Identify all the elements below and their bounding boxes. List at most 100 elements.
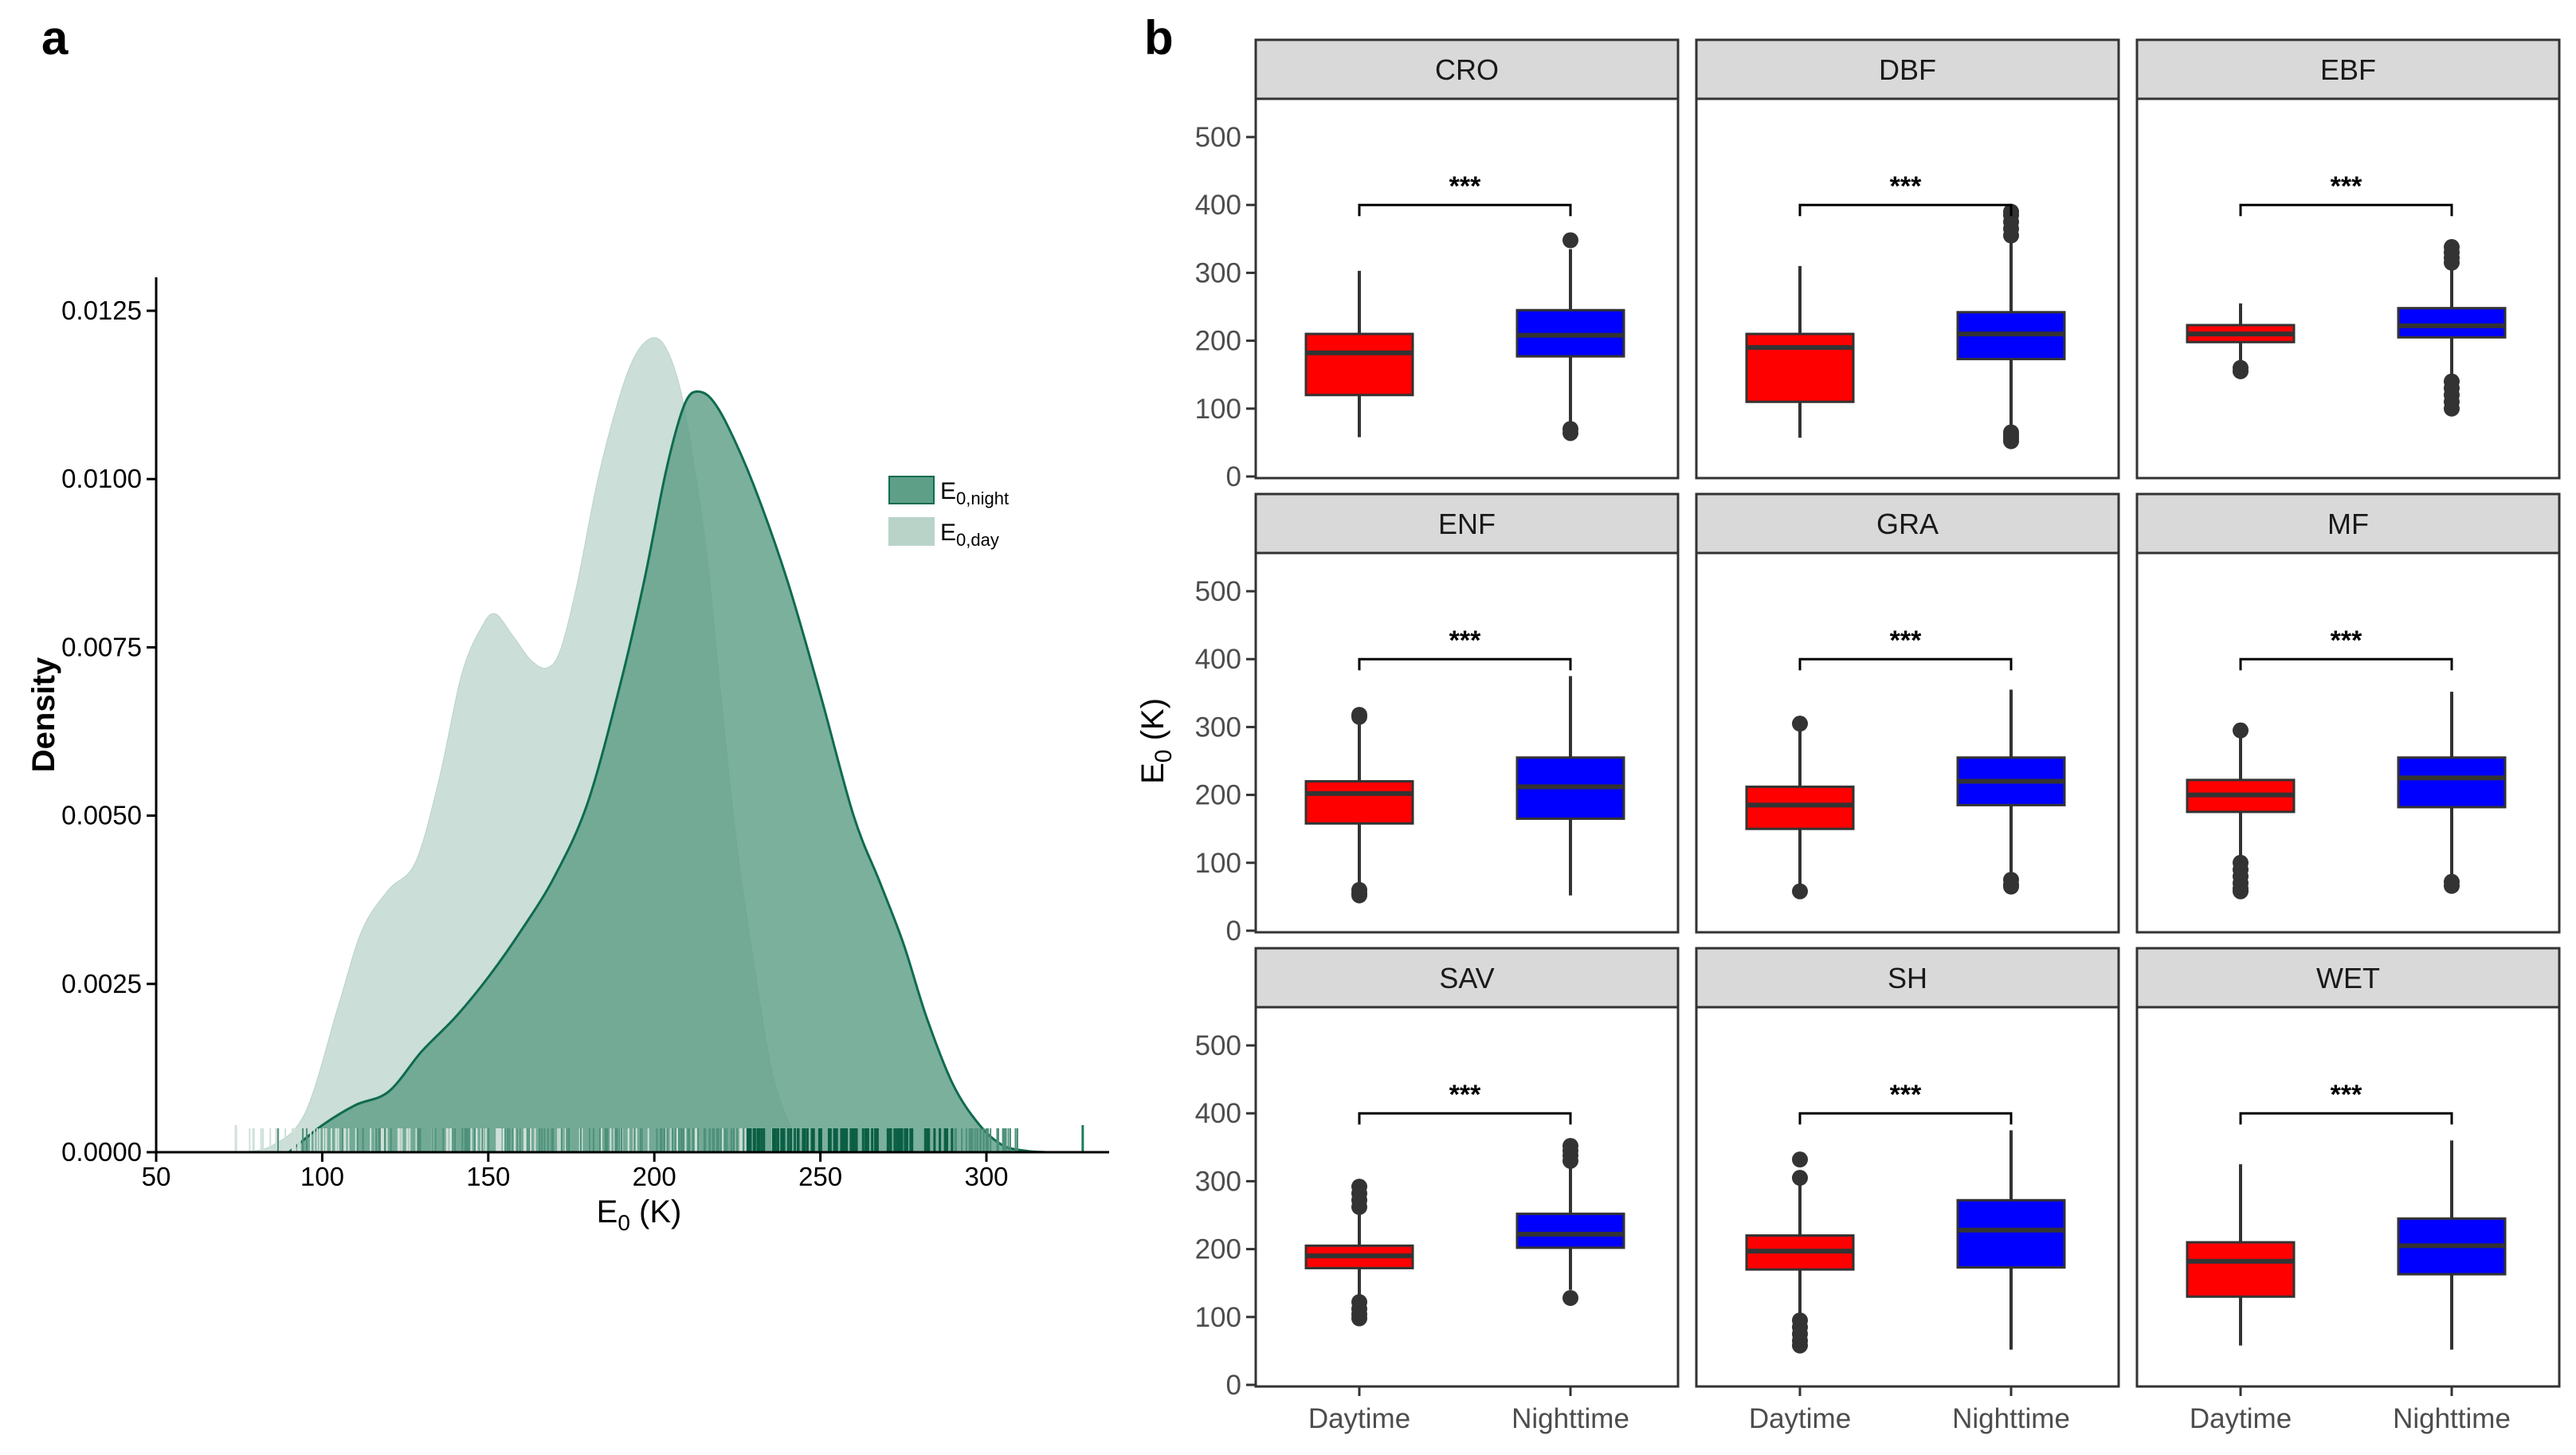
y-axis-title: Density: [26, 657, 61, 772]
significance-label: ***: [1449, 171, 1481, 202]
legend: E0,night E0,day: [888, 476, 1009, 550]
significance-bracket: [1358, 1112, 1572, 1125]
facet-panel: [1254, 551, 1680, 934]
y-tick-label: 0: [1226, 1370, 1241, 1401]
x-tick-label: 300: [964, 1162, 1008, 1191]
x-tick-label: 100: [300, 1162, 344, 1191]
outlier-point: [1792, 883, 1808, 900]
facet-strip: [1695, 947, 2120, 1009]
y-tick-label: 300: [1195, 257, 1241, 288]
significance-label: ***: [1890, 171, 1922, 202]
y-tick-label: 200: [1195, 780, 1241, 811]
significance-bracket: [1358, 657, 1572, 671]
significance-bracket: [2239, 657, 2453, 671]
legend-swatch: [888, 476, 935, 504]
facet-title: DBF: [1879, 53, 1936, 86]
box-daytime: [1745, 332, 1855, 403]
density-area-night: [285, 390, 1047, 1154]
facet-title: CRO: [1435, 53, 1499, 86]
box-daytime: [2186, 1241, 2296, 1298]
x-tick-label: Daytime: [1308, 1403, 1410, 1434]
y-tick-label: 100: [1195, 848, 1241, 879]
outlier-point: [1562, 1289, 1578, 1306]
y-tick-label: 0.0000: [61, 1137, 142, 1167]
facet-title: SAV: [1439, 962, 1494, 994]
outlier-point: [1351, 1310, 1367, 1327]
facet-strip: [1254, 38, 1680, 100]
facet-panel: [1695, 551, 2120, 934]
facet-title: EBF: [2320, 53, 2376, 86]
box-nighttime: [1515, 1212, 1625, 1249]
y-tick-label: 200: [1195, 326, 1241, 357]
significance-bracket: [1358, 203, 1572, 217]
x-tick-label: Nighttime: [2393, 1403, 2511, 1434]
x-tick-label: 200: [633, 1162, 676, 1191]
significance-label: ***: [1449, 1080, 1481, 1110]
box-daytime: [1304, 332, 1414, 397]
x-tick-label: 150: [466, 1162, 510, 1191]
y-axis-title-b: E0 (K): [1135, 698, 1177, 784]
outlier-point: [1351, 1179, 1367, 1195]
y-tick-label: 0.0075: [61, 632, 142, 661]
density-areas: [239, 337, 1047, 1154]
y-tick-label: 200: [1195, 1234, 1241, 1265]
facet-panel: [1254, 97, 1680, 480]
outlier-point: [1351, 887, 1367, 904]
y-tick-label: 0.0050: [61, 801, 142, 830]
outlier-point: [1351, 708, 1367, 725]
significance-bracket: [1798, 1112, 2013, 1125]
facet-gra: GRA ***: [1695, 492, 2120, 934]
y-tick-label: 0: [1226, 916, 1241, 947]
facet-strip: [2135, 38, 2561, 100]
outlier-point: [1562, 425, 1578, 441]
facet-wet: WET Daytime Nighttime ***: [2135, 947, 2561, 1434]
legend-label: E0,night: [940, 478, 1009, 508]
facet-panel: [1254, 1006, 1680, 1388]
x-tick-label: Nighttime: [1511, 1403, 1629, 1434]
outlier-point: [1792, 1151, 1808, 1168]
outlier-point: [2233, 363, 2249, 379]
y-tick-label: 0.0125: [61, 296, 142, 325]
outlier-point: [2233, 883, 2249, 900]
legend-swatch: [888, 517, 935, 546]
box-nighttime: [2397, 756, 2507, 809]
y-tick-label: 300: [1195, 1166, 1241, 1197]
significance-bracket: [2239, 203, 2453, 217]
facet-cro: CRO 0 100 200 300 400 500 ***: [1195, 38, 1680, 492]
significance-bracket: [2239, 1112, 2453, 1125]
significance-label: ***: [1449, 626, 1481, 656]
significance-label: ***: [2331, 626, 2362, 656]
significance-label: ***: [2331, 1080, 2362, 1110]
x-tick-label: Nighttime: [1952, 1403, 2070, 1434]
outlier-point: [1792, 716, 1808, 732]
significance-bracket: [1798, 657, 2013, 671]
box-daytime: [1304, 780, 1414, 825]
facet-title: SH: [1888, 962, 1927, 994]
outlier-point: [1792, 1170, 1808, 1186]
y-tick-label: 400: [1195, 1098, 1241, 1129]
boxplot-grid: CRO 0 100 200 300 400 500 *** DBF *** EBF *** ENF 0 10…: [1195, 38, 2561, 1434]
y-tick-label: 300: [1195, 712, 1241, 743]
facet-strip: [2135, 947, 2561, 1009]
panel-a-label: a: [41, 11, 69, 65]
x-tick-label: Daytime: [2190, 1403, 2292, 1434]
y-tick-label: 100: [1195, 1302, 1241, 1333]
significance-label: ***: [1890, 1080, 1922, 1110]
x-tick-label: 50: [142, 1162, 171, 1191]
x-tick-label: 250: [798, 1162, 842, 1191]
facet-panel: [2135, 97, 2561, 480]
y-tick-label: 0.0100: [61, 464, 142, 493]
rug-ticks: [234, 1125, 1084, 1152]
facet-strip: [1254, 492, 1680, 555]
y-tick-label: 400: [1195, 644, 1241, 675]
outlier-point: [1562, 232, 1578, 249]
significance-label: ***: [1890, 626, 1922, 656]
y-tick-label: 400: [1195, 190, 1241, 221]
y-tick-label: 500: [1195, 576, 1241, 607]
significance-bracket: [1798, 203, 2013, 217]
outlier-point: [2444, 877, 2460, 894]
facet-panel: [2135, 1006, 2561, 1388]
box-nighttime: [2397, 307, 2507, 339]
facet-mf: MF ***: [2135, 492, 2561, 934]
facet-panel: [1695, 97, 2120, 480]
